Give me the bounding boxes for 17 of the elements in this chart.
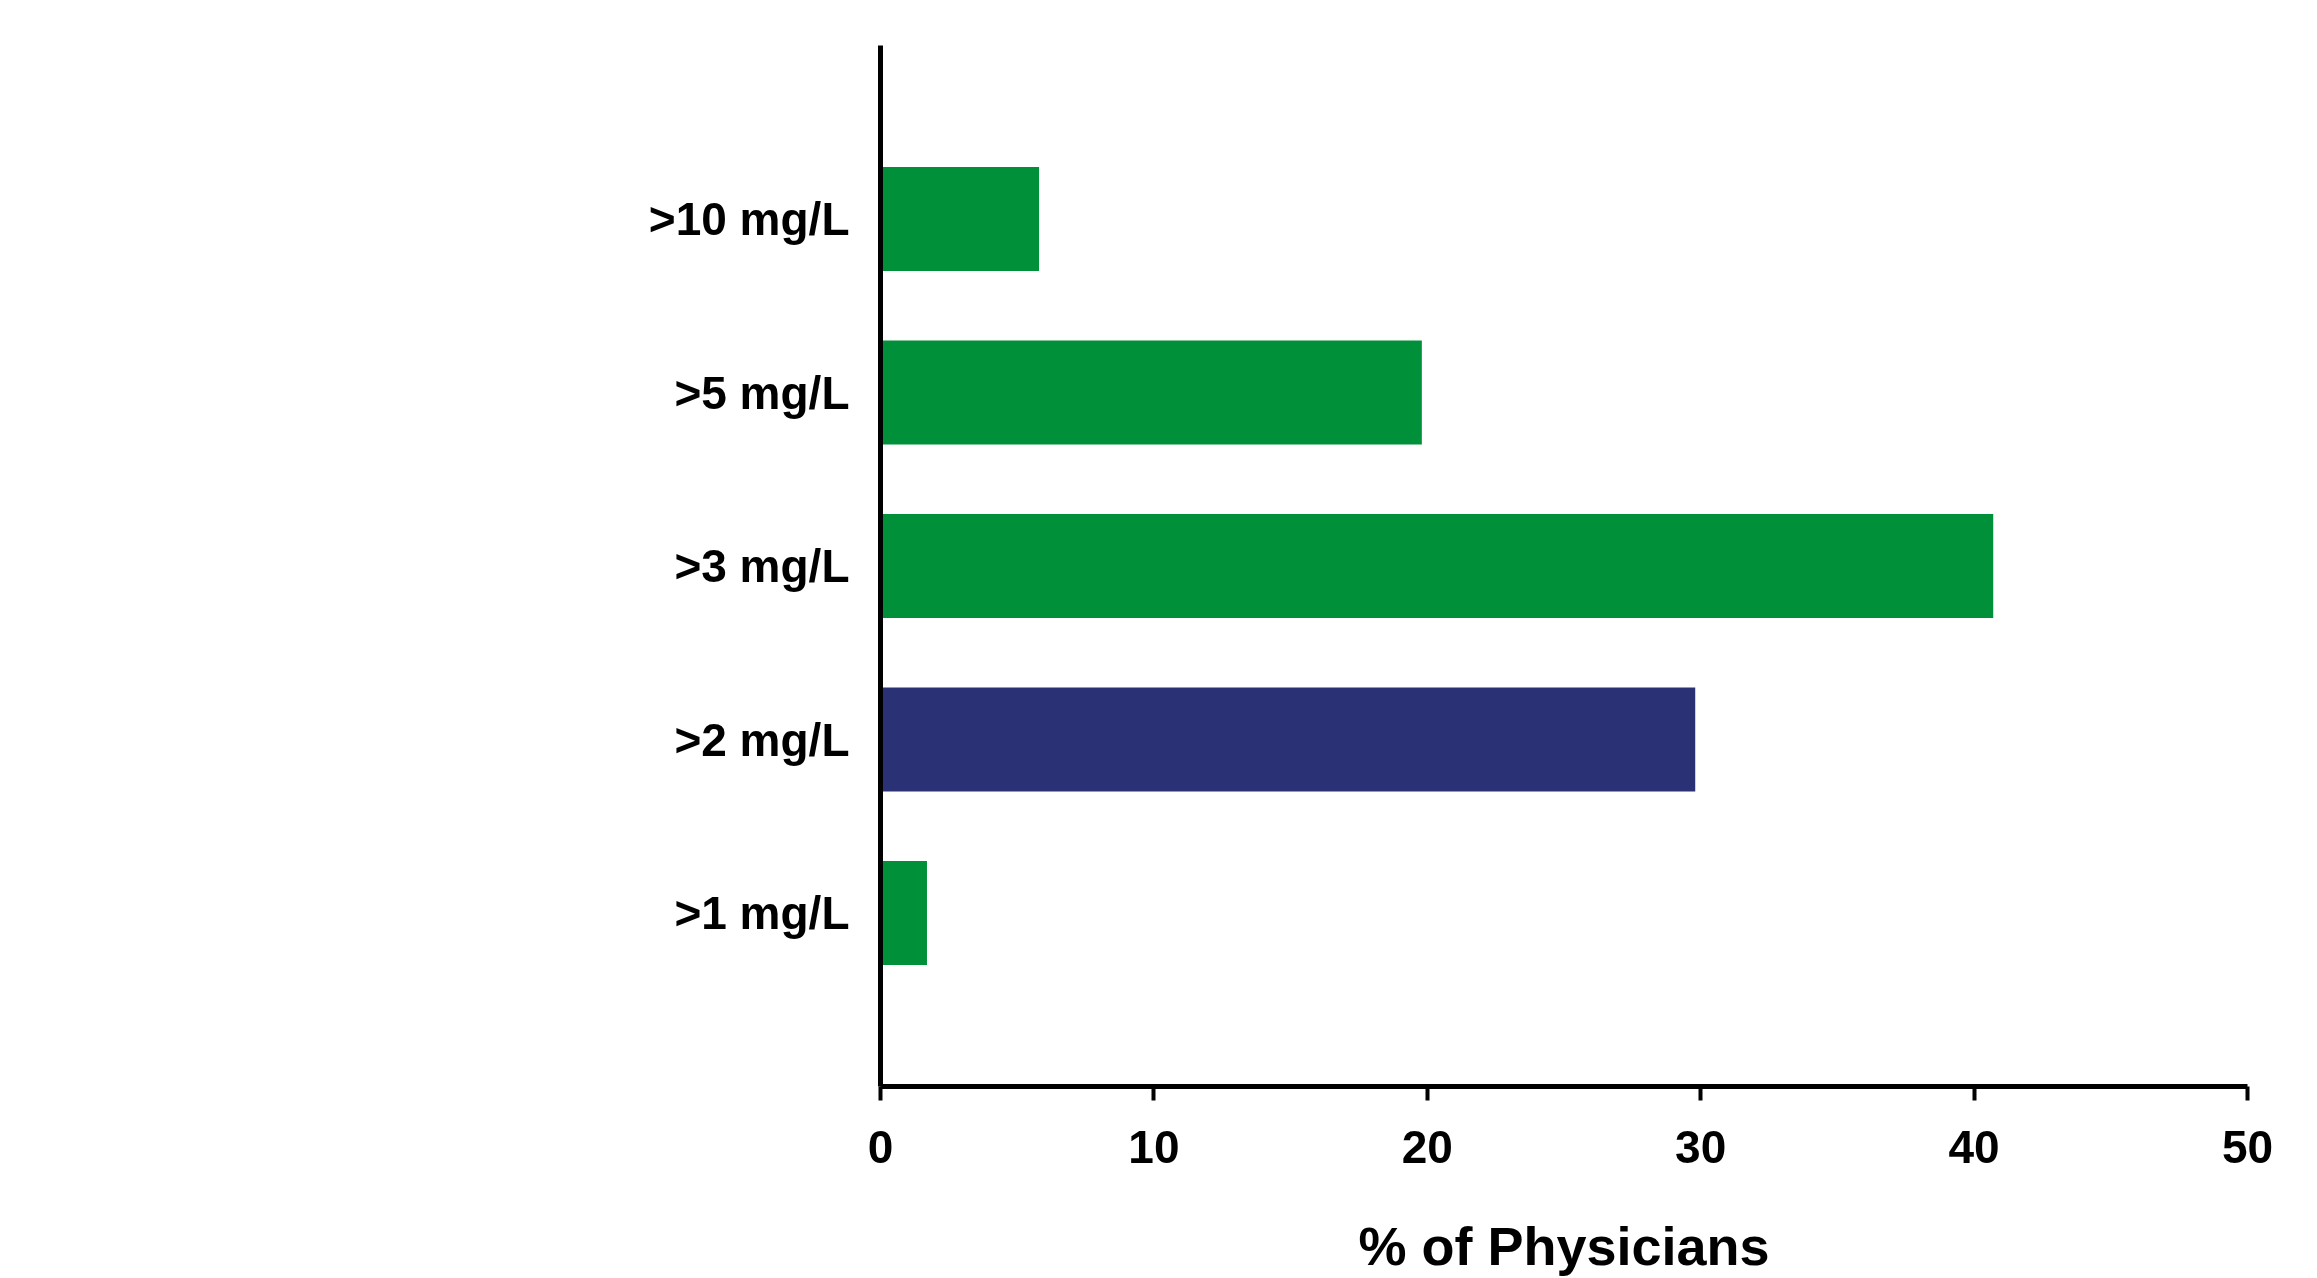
bar [880,513,1994,619]
x-tick-label: 10 [1128,1120,1180,1173]
x-tick-label: 30 [1675,1120,1727,1173]
bar [880,860,927,966]
y-tick-label: >10 mg/L [648,193,850,245]
y-tick-label: >1 mg/L [674,887,850,939]
bar [880,340,1422,445]
y-tick-label: >2 mg/L [674,713,850,766]
x-axis-title: % of Physicians [1358,1215,1770,1276]
x-tick-label: 40 [1948,1120,2000,1173]
y-tick-label: >3 mg/L [674,540,850,592]
y-tick-label: >5 mg/L [674,366,850,419]
x-tick-label: 50 [2221,1120,2274,1173]
x-tick-label: 0 [867,1120,894,1173]
x-tick-label: 20 [1401,1120,1453,1173]
bar [880,166,1040,272]
bar [880,687,1696,792]
